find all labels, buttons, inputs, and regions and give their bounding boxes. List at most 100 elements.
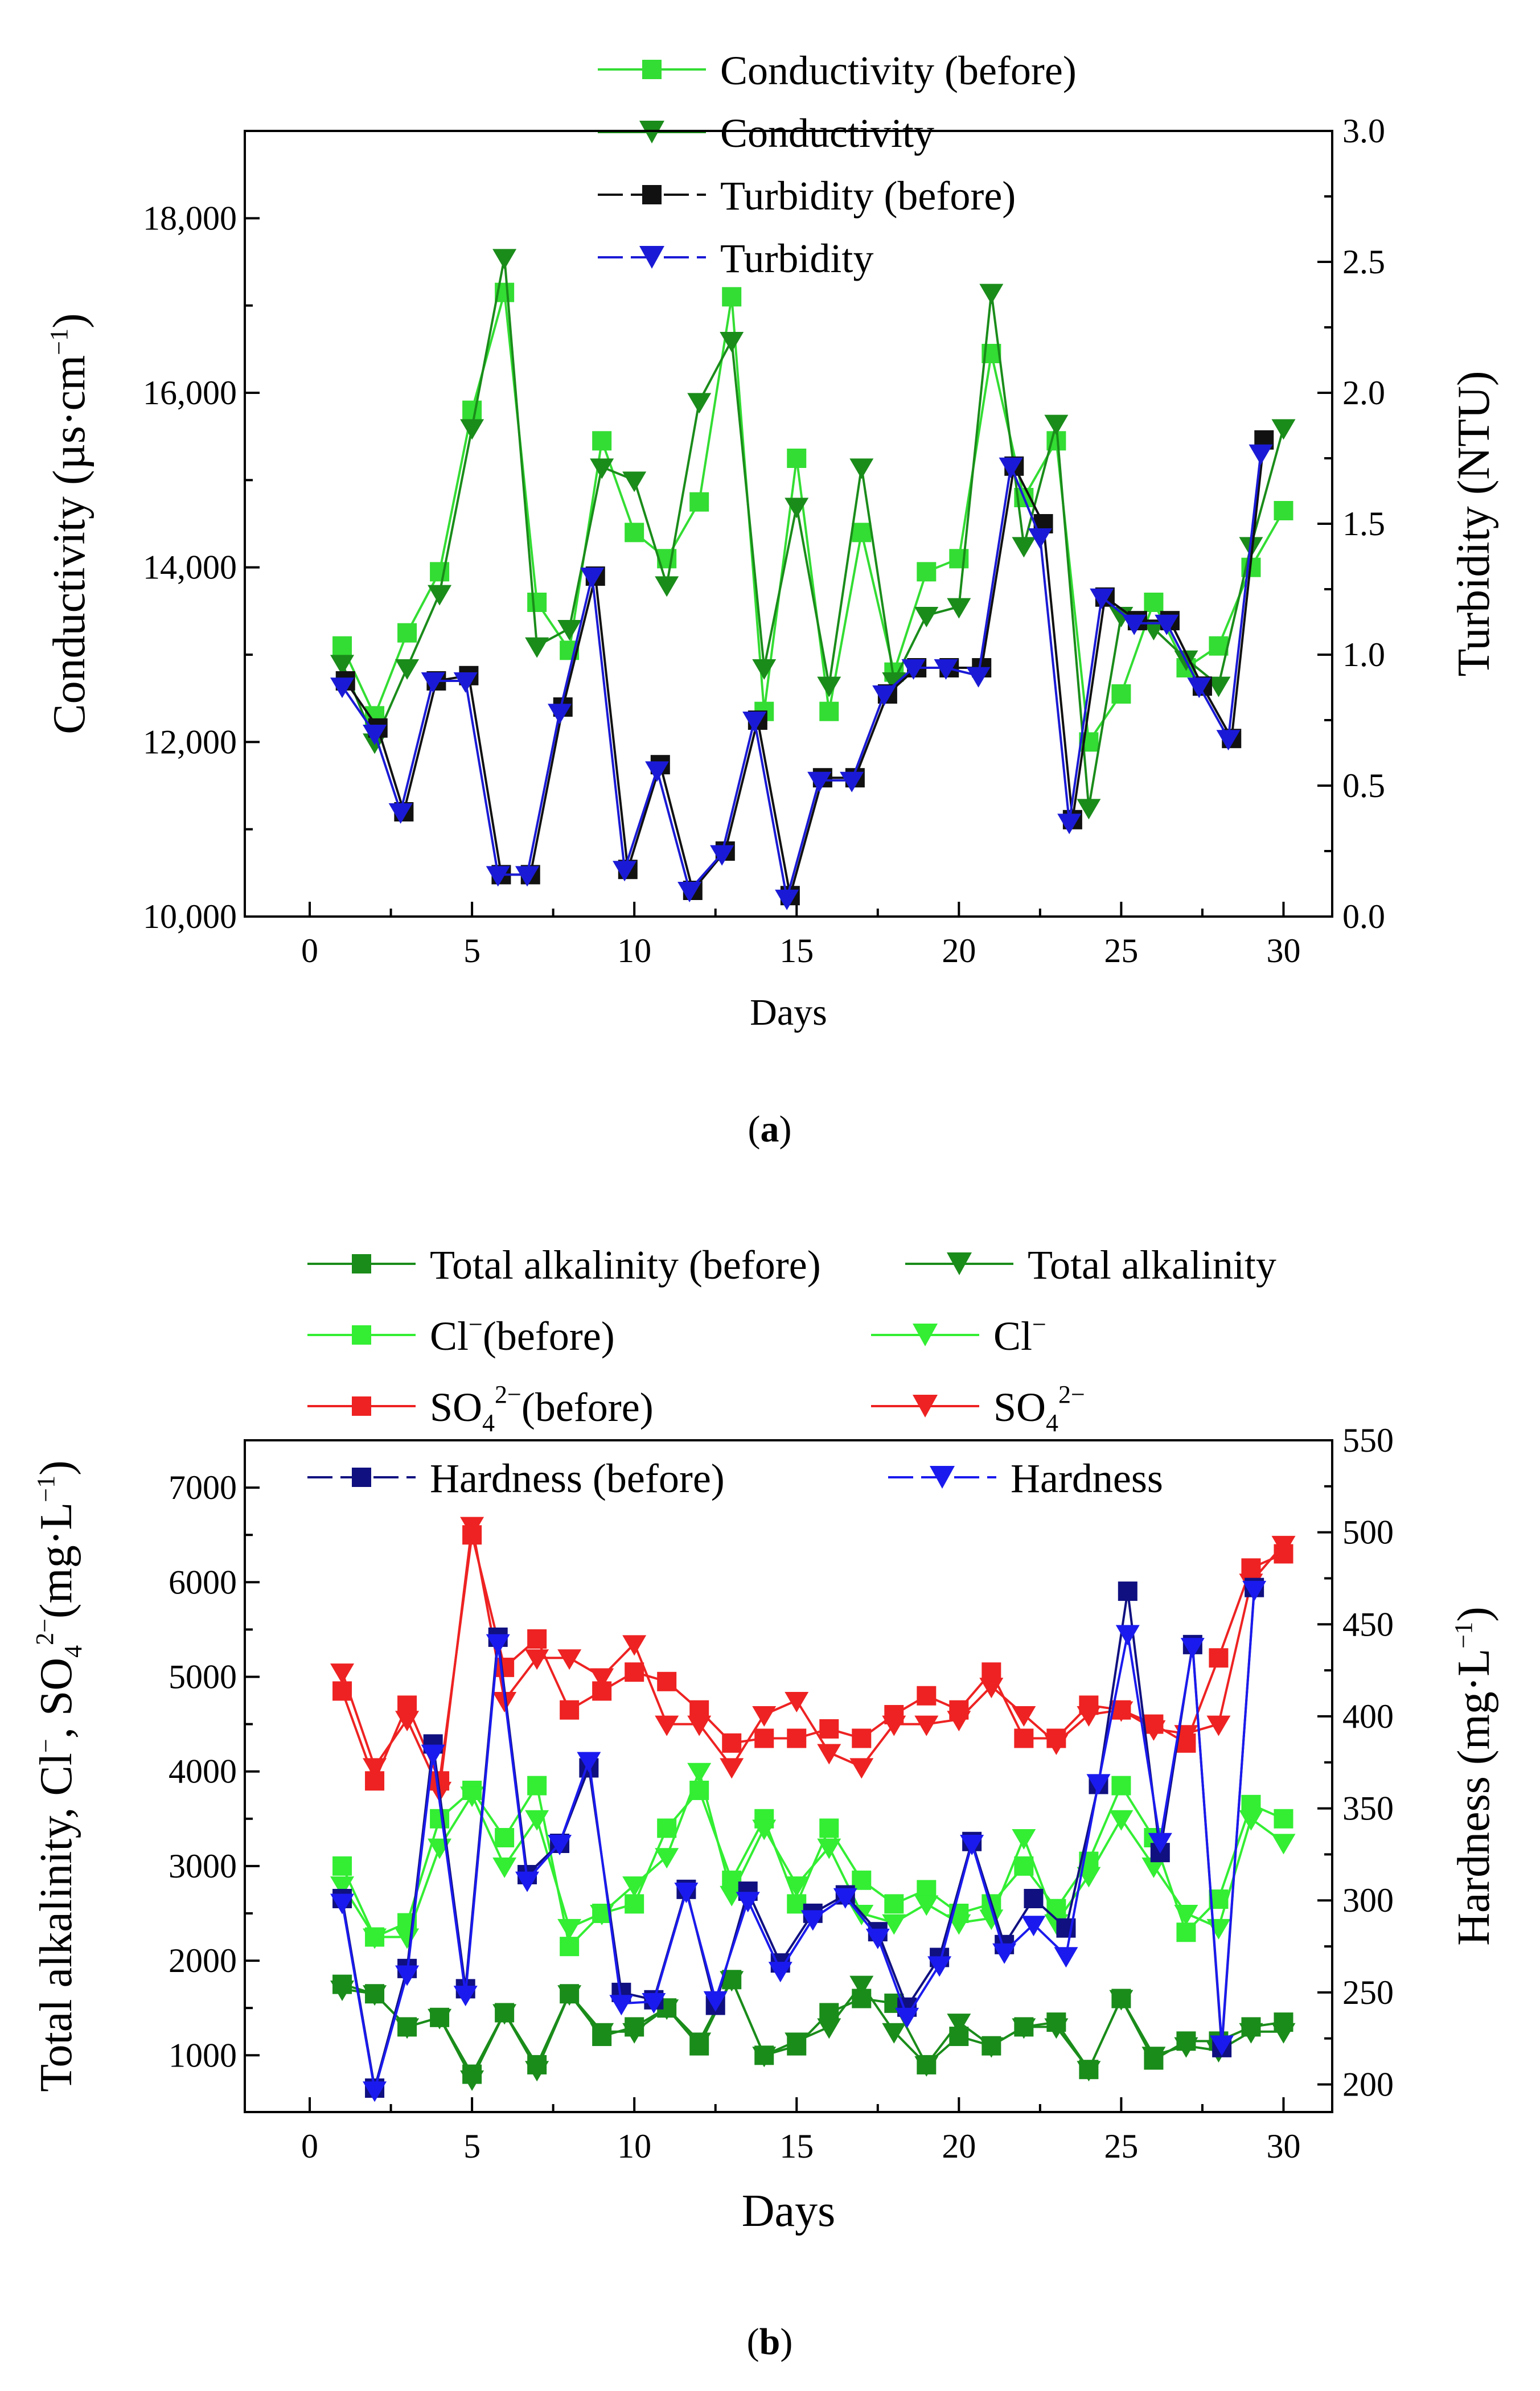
svg-text:Cl−: Cl− bbox=[993, 1310, 1046, 1359]
svg-text:Conductivity: Conductivity bbox=[720, 110, 934, 156]
svg-text:Cl−(before): Cl−(before) bbox=[430, 1310, 615, 1359]
data-point bbox=[720, 1758, 744, 1779]
data-point bbox=[613, 861, 637, 882]
x-tick-label: 5 bbox=[463, 932, 481, 969]
data-point bbox=[785, 1876, 809, 1897]
data-point bbox=[492, 1857, 517, 1878]
data-point bbox=[622, 471, 647, 492]
x-tick-label: 25 bbox=[1104, 2127, 1138, 2165]
panel-a-left-axis-label: Conductivity (µs·cm−1) bbox=[44, 313, 95, 734]
y-right-tick-label: 250 bbox=[1342, 1974, 1394, 2011]
data-point bbox=[1118, 1581, 1137, 1601]
data-point bbox=[395, 1928, 420, 1949]
series-line bbox=[341, 1589, 1256, 2092]
legend-item-turbidity: Turbidity bbox=[598, 236, 873, 281]
panel-b-right-axis: 200 250 300 350 400 450 500 550 bbox=[1317, 1422, 1394, 2104]
data-point bbox=[752, 659, 777, 680]
y-right-tick-label: 450 bbox=[1342, 1605, 1394, 1643]
y-left-tick-label: 16,000 bbox=[143, 374, 237, 412]
svg-text:Hardness (before): Hardness (before) bbox=[430, 1456, 725, 1501]
data-point bbox=[1054, 1947, 1078, 1968]
y-right-tick-label: 1.0 bbox=[1342, 636, 1385, 673]
panel-a-chart: Conductivity (before) Conductivity Turbi… bbox=[44, 48, 1499, 1150]
legend-item-turbidity-before: Turbidity (before) bbox=[598, 173, 1016, 219]
data-point bbox=[689, 492, 709, 512]
series-line bbox=[341, 1524, 1285, 1792]
panel-b-left-axis-label: Total alkalinity, Cl−, SO42−(mg·L−1) bbox=[31, 1460, 87, 2092]
data-point bbox=[1239, 1810, 1263, 1831]
data-point bbox=[999, 457, 1023, 478]
data-point bbox=[1141, 1720, 1166, 1741]
panel-b-chart: Total alkalinity (before) Total alkalini… bbox=[31, 1242, 1499, 2363]
data-point bbox=[462, 400, 482, 420]
data-point bbox=[460, 2070, 484, 2091]
data-point bbox=[1044, 1734, 1069, 1755]
panel-a-series bbox=[330, 249, 1296, 910]
data-point bbox=[1122, 614, 1147, 635]
panel-b-x-axis: 0 5 10 15 20 25 30 bbox=[301, 2097, 1300, 2165]
svg-text:Turbidity: Turbidity bbox=[720, 236, 873, 281]
data-point bbox=[395, 1711, 420, 1732]
series-line bbox=[344, 439, 1266, 897]
data-point bbox=[1206, 1715, 1231, 1736]
data-point bbox=[807, 771, 832, 792]
x-tick-label: 10 bbox=[617, 2127, 651, 2165]
data-point bbox=[1012, 1706, 1036, 1727]
data-point bbox=[752, 1819, 777, 1841]
data-point bbox=[687, 2032, 712, 2053]
data-point bbox=[642, 1993, 666, 2014]
data-point bbox=[515, 866, 540, 887]
data-point bbox=[657, 1671, 677, 1691]
legend-item-total-alkalinity: Total alkalinity bbox=[905, 1242, 1276, 1288]
y-left-tick-label: 3000 bbox=[169, 1847, 237, 1885]
svg-text:SO42−(before): SO42−(before) bbox=[430, 1381, 654, 1437]
data-point bbox=[388, 803, 413, 824]
data-point bbox=[655, 1848, 679, 1869]
data-point bbox=[330, 1663, 355, 1685]
legend-item-conductivity-before: Conductivity (before) bbox=[598, 48, 1077, 93]
data-point bbox=[901, 659, 926, 680]
data-point bbox=[460, 1786, 484, 1807]
data-point bbox=[363, 1928, 387, 1949]
data-point bbox=[947, 1711, 971, 1732]
data-point bbox=[817, 676, 841, 697]
y-left-tick-label: 10,000 bbox=[143, 898, 237, 935]
data-point bbox=[557, 1649, 582, 1670]
data-point bbox=[655, 576, 679, 597]
data-point bbox=[817, 1838, 841, 1859]
data-point bbox=[1115, 1625, 1140, 1646]
data-point bbox=[421, 672, 445, 693]
data-point bbox=[1271, 419, 1296, 440]
data-point bbox=[625, 1894, 644, 1914]
data-point bbox=[1077, 2061, 1101, 2082]
y-right-tick-label: 350 bbox=[1342, 1790, 1394, 1827]
data-point bbox=[453, 672, 478, 693]
data-point bbox=[495, 1828, 515, 1848]
panel-a-x-axis: 0 5 10 15 20 25 30 bbox=[301, 902, 1300, 969]
x-tick-label: 30 bbox=[1266, 2127, 1300, 2165]
data-point bbox=[775, 889, 799, 910]
data-point bbox=[1274, 501, 1293, 520]
data-point bbox=[363, 1758, 387, 1779]
data-point bbox=[1028, 528, 1052, 549]
data-point bbox=[674, 1883, 699, 1904]
data-point bbox=[330, 677, 355, 699]
data-point bbox=[979, 1909, 1004, 1930]
data-point bbox=[1155, 614, 1179, 635]
data-point bbox=[736, 1892, 760, 1913]
data-point bbox=[884, 1894, 904, 1914]
data-point bbox=[548, 704, 572, 725]
data-point bbox=[800, 1910, 825, 1931]
y-right-tick-label: 400 bbox=[1342, 1698, 1394, 1735]
data-point bbox=[720, 1885, 744, 1907]
data-point bbox=[590, 1668, 614, 1689]
data-point bbox=[560, 1937, 580, 1957]
y-right-tick-label: 3.0 bbox=[1342, 112, 1385, 150]
data-point bbox=[1210, 2035, 1234, 2056]
data-point bbox=[1176, 1922, 1196, 1942]
series-line bbox=[341, 256, 1285, 809]
data-point bbox=[687, 1763, 712, 1784]
data-point bbox=[752, 1706, 777, 1727]
data-point bbox=[592, 431, 612, 451]
